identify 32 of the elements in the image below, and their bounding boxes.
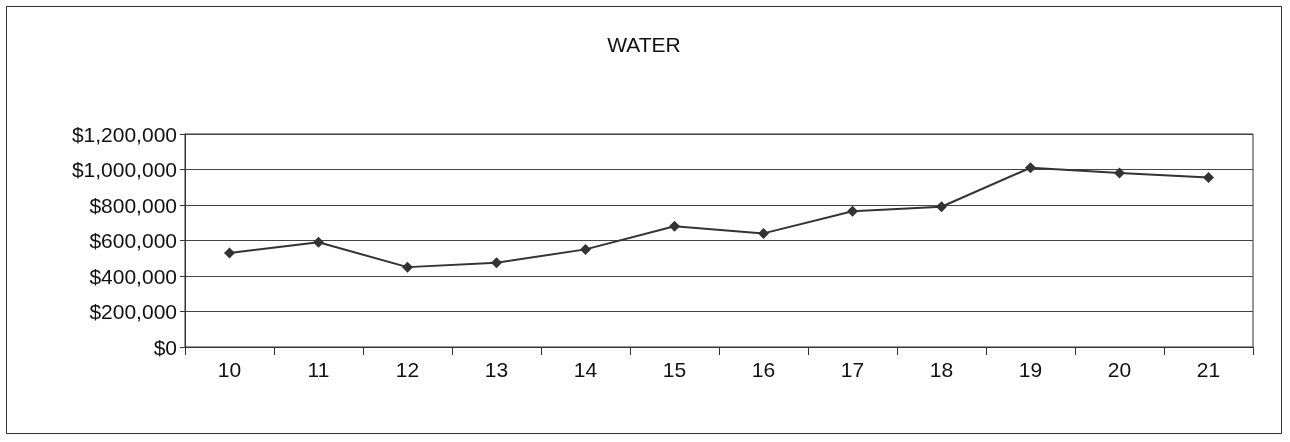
point: [1114, 167, 1125, 179]
y-tick-label: $200,000: [89, 300, 177, 323]
y-tick-label: $0: [153, 335, 177, 359]
point: [936, 201, 947, 213]
y-tick-label: $1,000,000: [71, 158, 177, 181]
point: [491, 257, 502, 269]
x-tick-label: 15: [662, 358, 687, 381]
y-tick-label: $600,000: [89, 229, 177, 252]
x-tick-label: 14: [573, 358, 598, 381]
point: [224, 247, 235, 259]
x-tick-label: 12: [395, 358, 420, 381]
x-tick-label: 17: [840, 358, 865, 381]
point: [669, 220, 680, 232]
x-tick-label: 20: [1107, 358, 1132, 381]
y-tick-label: $1,200,000: [71, 122, 177, 146]
x-tick-label: 11: [307, 358, 330, 381]
y-tick-label: $400,000: [89, 264, 177, 288]
point: [1203, 171, 1214, 183]
point: [758, 227, 769, 239]
point: [402, 261, 413, 273]
x-tick-label: 19: [1018, 358, 1043, 381]
x-tick-label: 18: [929, 358, 954, 381]
x-tick-label: 10: [217, 358, 242, 381]
point: [313, 236, 324, 248]
x-tick-label: 13: [484, 358, 509, 381]
y-tick-label: $800,000: [89, 193, 177, 217]
point: [847, 205, 858, 217]
x-tick-label: 16: [751, 358, 776, 381]
point: [580, 243, 591, 255]
point: [1025, 162, 1036, 174]
x-tick-label: 21: [1196, 358, 1221, 381]
chart-title: WATER: [607, 33, 681, 56]
